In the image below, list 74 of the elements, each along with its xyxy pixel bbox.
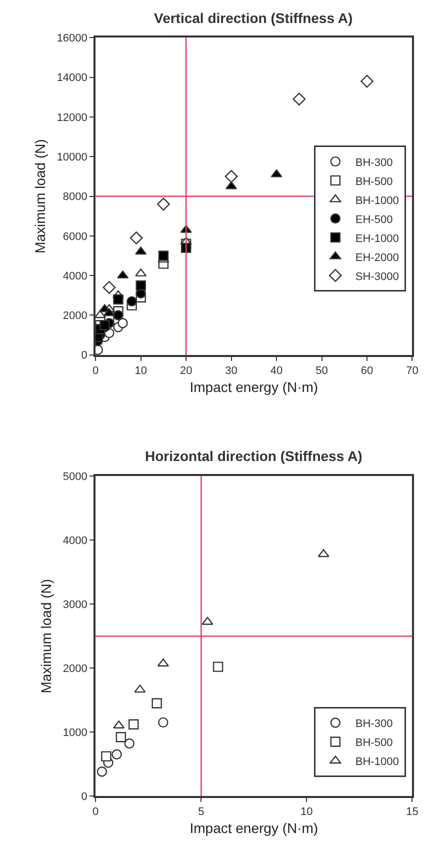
y-tick-label: 12000 [56, 112, 88, 124]
y-tick-label: 16000 [56, 32, 88, 44]
x-axis-title: Impact energy (N·m) [190, 820, 318, 836]
point [292, 92, 306, 106]
y-tick-label: 0 [81, 350, 88, 362]
y-tick-label: 0 [81, 790, 88, 803]
y-tick-label: 5000 [62, 471, 88, 484]
point [128, 719, 139, 730]
point [360, 74, 374, 88]
legend-label: SH-3000 [355, 270, 399, 283]
x-tick-label: 15 [406, 806, 418, 818]
x-tick-label: 20 [180, 365, 192, 378]
chart-title: Vertical direction (Stiffness A) [154, 10, 353, 26]
legend-label: EH-1000 [355, 232, 399, 245]
x-tick-label: 5 [198, 806, 204, 818]
x-tick-label: 60 [360, 365, 374, 378]
legend-label: BH-300 [355, 718, 393, 730]
y-tick-label: 3000 [62, 598, 88, 611]
point [202, 616, 214, 625]
point [136, 280, 146, 291]
y-tick-label: 10000 [56, 151, 88, 164]
point [226, 181, 238, 190]
y-tick-label: 6000 [62, 230, 88, 243]
point [157, 658, 169, 666]
point [118, 318, 128, 328]
y-tick-label: 4000 [62, 270, 88, 282]
point [212, 662, 224, 672]
point [318, 549, 330, 558]
y-axis-title: Maximum load (N) [38, 578, 54, 694]
y-tick-label: 14000 [56, 72, 88, 84]
legend-label: EH-2000 [355, 252, 399, 264]
x-tick-label: 10 [134, 365, 147, 378]
y-tick-label: 1000 [62, 726, 88, 739]
point [112, 749, 122, 760]
x-tick-label: 50 [316, 365, 328, 378]
legend-label: BH-500 [355, 176, 393, 188]
legend-label: EH-500 [355, 214, 393, 226]
point [135, 268, 147, 276]
y-tick-label: 2000 [62, 662, 88, 675]
point [96, 766, 108, 777]
point [124, 738, 134, 749]
point [130, 231, 143, 244]
x-tick-label: 0 [92, 806, 99, 818]
legend-label: BH-1000 [355, 756, 399, 768]
point [270, 169, 282, 178]
point [134, 684, 146, 693]
point [113, 310, 124, 320]
x-tick-label: 70 [406, 365, 418, 378]
point [135, 246, 147, 255]
point [116, 732, 126, 742]
legend-label: BH-1000 [355, 194, 399, 207]
point [224, 170, 238, 183]
y-axis-title: Maximum load (N) [32, 139, 48, 254]
y-tick-label: 2000 [62, 310, 88, 322]
point [102, 281, 116, 294]
point [152, 698, 162, 708]
y-tick-label: 4000 [62, 535, 88, 548]
point [126, 296, 137, 306]
point [158, 717, 168, 728]
point [96, 310, 106, 318]
point [113, 294, 124, 304]
point [103, 308, 115, 316]
x-axis-title: Impact energy (N·m) [190, 378, 318, 395]
legend-label: BH-500 [355, 737, 393, 750]
x-tick-label: 10 [300, 806, 313, 818]
chart-title: Horizontal direction (Stiffness A) [145, 448, 362, 464]
point [158, 250, 169, 261]
x-tick-label: 0 [92, 365, 99, 378]
x-tick-label: 40 [270, 365, 283, 378]
x-tick-label: 30 [225, 365, 238, 378]
point [157, 198, 170, 211]
y-tick-label: 8000 [62, 191, 88, 204]
point [101, 751, 112, 762]
legend-label: BH-300 [355, 156, 393, 169]
